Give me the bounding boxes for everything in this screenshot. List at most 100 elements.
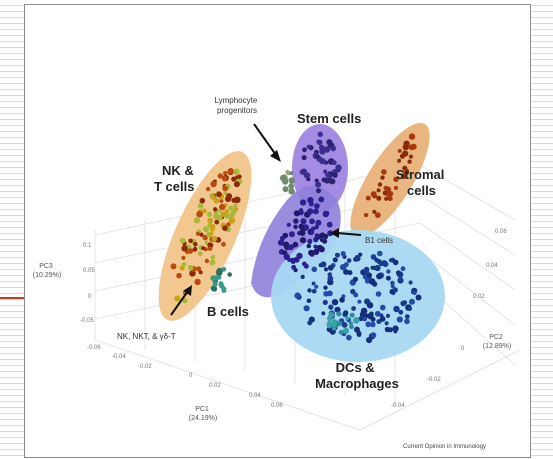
label-stromal-cells: Stromal cells — [396, 167, 448, 198]
arrowhead-b1 — [330, 228, 339, 238]
b-cells-point — [313, 248, 320, 255]
dcs-teal-point — [327, 324, 332, 329]
nk-t-cells-point — [193, 242, 198, 247]
stromal-cells-point — [408, 133, 416, 140]
dcs-macrophages-point — [327, 264, 334, 271]
dcs-macrophages-point — [398, 309, 404, 315]
nk-t-cells-point — [204, 258, 210, 264]
b-cells-point — [299, 228, 306, 234]
dcs-macrophages-point — [376, 273, 383, 280]
dcs-macrophages-point — [331, 299, 339, 306]
b-cells-point — [283, 253, 290, 260]
dcs-macrophages-point — [359, 311, 367, 318]
dcs-macrophages-point — [400, 300, 407, 307]
b-cells-point — [286, 222, 291, 227]
stromal-cells-point — [387, 196, 393, 202]
dcs-macrophages-point — [409, 298, 415, 305]
figure-panel: NK & T cells Stem cells Stromal cells B … — [24, 4, 531, 458]
nk-t-cells-point — [181, 255, 186, 260]
nk-t-cells-point — [217, 173, 223, 179]
nk-t-cells-point — [224, 209, 230, 214]
nk-t-cells-point — [199, 232, 204, 237]
stem-cells-point — [323, 146, 331, 153]
stem-cells-point — [325, 172, 331, 178]
dcs-macrophages-point — [387, 327, 393, 333]
dcs-macrophages-point — [392, 259, 399, 266]
b-cells-point — [293, 218, 299, 224]
dcs-macrophages-point — [339, 297, 345, 303]
b-cells-point — [315, 219, 322, 226]
nk-t-gd-point — [221, 288, 227, 293]
nk-t-cells-point — [195, 231, 200, 236]
stromal-cells-point — [409, 154, 413, 159]
nk-t-cells-point — [181, 262, 187, 267]
nk-t-cells-point — [210, 180, 217, 188]
nk-t-cells-point — [193, 217, 201, 224]
dcs-macrophages-point — [314, 284, 319, 289]
nk-t-cells-point — [206, 211, 212, 217]
dcs-teal-point — [327, 315, 333, 322]
nk-t-cells-point — [222, 185, 229, 192]
right-stripe-border — [527, 0, 553, 459]
dcs-macrophages-point — [404, 318, 410, 325]
nk-t-cells-point — [219, 203, 226, 211]
pca-scatter-3d: NK & T cells Stem cells Stromal cells B … — [33, 96, 521, 450]
nk-t-cells-point — [217, 208, 222, 213]
arrow-nk-nkt-gd-t — [170, 290, 189, 316]
stem-cells-point — [323, 169, 328, 174]
lymphocyte-progenitor-point — [288, 188, 295, 195]
dcs-macrophages-point — [390, 280, 395, 286]
stromal-cells-point — [393, 176, 399, 182]
nk-t-cells-point — [226, 222, 231, 227]
dcs-macrophages-point — [404, 314, 410, 319]
b-cells-point — [279, 235, 285, 242]
nk-t-cells-point — [197, 202, 204, 209]
axis-label-pc2: PC2 (12.89%) — [483, 334, 511, 350]
lymphocyte-progenitor-point — [280, 174, 287, 182]
b-cells-point — [298, 223, 305, 230]
b-cells-point — [293, 210, 300, 217]
dcs-macrophages-point — [368, 278, 376, 285]
nk-t-cells-point — [174, 295, 181, 302]
nk-t-cells-point — [220, 211, 227, 218]
stromal-cells-point — [403, 169, 410, 175]
x-tick: 0.06 — [271, 403, 283, 409]
dcs-macrophages-point — [341, 322, 348, 328]
nk-t-cells-point — [214, 219, 220, 225]
nk-t-cells-point — [179, 237, 186, 244]
stromal-cells-point — [384, 196, 389, 201]
nk-t-cells-point — [216, 214, 223, 221]
nk-t-cells-point — [192, 246, 198, 252]
nk-t-gd-point — [216, 267, 223, 275]
nk-t-cells-point — [187, 265, 194, 271]
x-tick: -0.06 — [87, 345, 101, 351]
b-cells-point — [319, 237, 325, 243]
b-cells-point — [299, 199, 307, 206]
nk-t-cells-point — [207, 217, 214, 224]
lymphocyte-progenitor-point — [289, 171, 294, 176]
b-cells-point — [314, 224, 319, 230]
lymphocyte-progenitor-point — [286, 171, 291, 176]
dcs-macrophages-point — [307, 288, 312, 293]
stromal-cells-point — [365, 195, 371, 201]
dcs-macrophages-point — [343, 310, 349, 316]
nk-t-cells-point — [196, 266, 202, 272]
dcs-macrophages-point — [323, 267, 329, 272]
nk-t-cells-point — [223, 190, 228, 196]
nk-t-cells-point — [204, 240, 209, 245]
stem-cells-point — [335, 164, 342, 171]
nk-t-cells-point — [198, 270, 203, 275]
nk-t-cells-point — [201, 246, 206, 251]
points-layer — [170, 131, 422, 344]
y-tick: -0.02 — [427, 377, 441, 383]
z-tick: 0.05 — [83, 268, 95, 274]
dcs-macrophages-point — [346, 334, 352, 341]
dcs-macrophages-point — [340, 264, 347, 271]
dcs-macrophages-point — [381, 260, 388, 267]
dcs-macrophages-point — [366, 272, 373, 279]
nk-t-cells-point — [228, 205, 234, 211]
dcs-macrophages-point — [354, 326, 360, 333]
dcs-macrophages-point — [384, 321, 389, 326]
nk-t-cells-point — [194, 278, 201, 286]
nk-t-gd-point — [219, 283, 225, 289]
